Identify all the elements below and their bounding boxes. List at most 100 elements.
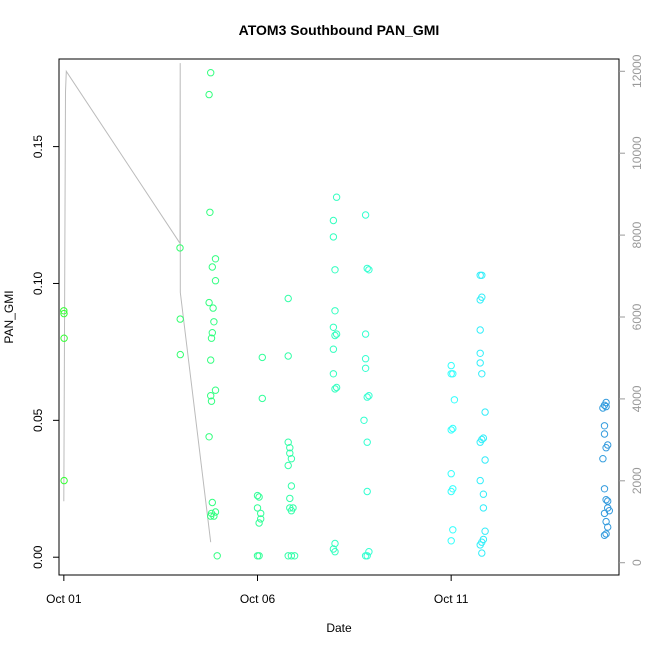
data-point (205, 298, 213, 307)
data-point (60, 309, 68, 318)
data-point (176, 244, 184, 252)
data-point (287, 482, 296, 490)
data-point (476, 296, 484, 304)
data-point (211, 508, 220, 516)
data-point (604, 523, 612, 531)
data-point (331, 266, 339, 274)
y2-tick-label: 6000 (630, 303, 644, 330)
data-point (332, 330, 341, 338)
x-tick-label: Oct 11 (434, 592, 469, 606)
y-axis-label: PAN_GMI (2, 290, 16, 343)
data-point (284, 438, 292, 446)
data-point (449, 424, 457, 433)
data-point (449, 526, 457, 534)
y2-tick-label: 12000 (630, 54, 644, 88)
data-point (287, 455, 296, 463)
y2-tick-label: 4000 (630, 385, 644, 412)
y2-tick-label: 2000 (630, 467, 644, 494)
data-point (257, 515, 265, 523)
data-point (602, 398, 610, 407)
data-point (290, 552, 299, 560)
data-point (207, 397, 216, 405)
data-point (360, 416, 368, 424)
x-axis-label: Date (326, 621, 352, 635)
data-point (365, 392, 373, 400)
data-point (207, 356, 215, 364)
data-point (332, 383, 341, 392)
data-point (208, 263, 217, 271)
data-point (211, 386, 220, 394)
data-point (476, 326, 484, 334)
data-point (213, 552, 221, 560)
data-point (476, 541, 484, 549)
data-point (205, 433, 213, 441)
data-point (600, 531, 609, 539)
x-tick-label: Oct 06 (240, 592, 276, 606)
y2-tick-label: 0 (630, 559, 644, 566)
data-point (476, 349, 484, 357)
data-point (331, 307, 339, 315)
data-point (208, 498, 217, 507)
data-point (210, 512, 218, 520)
data-point (478, 549, 486, 557)
data-point (479, 490, 488, 498)
data-point (600, 509, 609, 518)
data-point (207, 392, 215, 400)
data-point (253, 491, 262, 500)
data-point (447, 470, 455, 478)
data-point (209, 304, 217, 312)
data-point (332, 193, 341, 201)
data-point (331, 385, 339, 393)
data-point (329, 233, 338, 241)
data-point (600, 422, 609, 430)
data-point (205, 90, 213, 99)
data-point (602, 444, 610, 452)
data-point (361, 330, 370, 338)
data-point (210, 318, 218, 326)
data-point (363, 438, 371, 446)
data-point (361, 211, 370, 219)
data-point (363, 264, 371, 273)
data-point (599, 404, 607, 412)
data-point (450, 396, 459, 404)
data-point (481, 527, 489, 535)
data-point (255, 519, 263, 527)
data-point (257, 509, 265, 518)
data-point (255, 552, 263, 560)
data-point (361, 355, 370, 363)
data-point (60, 476, 68, 485)
data-point (331, 548, 339, 556)
y-tick-label: 0.00 (31, 545, 45, 569)
data-point (331, 331, 339, 340)
data-point (602, 530, 610, 538)
data-point (284, 294, 292, 303)
data-point (253, 504, 262, 512)
y2-tick-label: 8000 (630, 221, 644, 248)
data-point (258, 394, 266, 403)
data-point (286, 494, 294, 503)
data-point (481, 456, 489, 464)
data-point (286, 444, 294, 452)
data-point (361, 364, 370, 372)
data-point (476, 438, 484, 446)
data-point (286, 449, 294, 457)
data-point (363, 393, 371, 401)
data-point (602, 517, 610, 526)
data-point (207, 334, 216, 342)
data-point (600, 485, 609, 493)
data-point (365, 266, 373, 274)
data-point (329, 323, 338, 331)
data-points-layer (60, 69, 613, 560)
altitude-line-layer (63, 63, 212, 543)
data-point (599, 455, 607, 463)
y2-tick-label: 10000 (630, 136, 644, 170)
data-point (447, 487, 455, 496)
data-point (447, 361, 455, 370)
chart-title: ATOM3 Southbound PAN_GMI (239, 22, 440, 38)
data-point (329, 345, 338, 353)
data-point (289, 504, 297, 512)
data-point (207, 69, 215, 77)
x-tick-label: Oct 01 (46, 592, 82, 606)
y-tick-label: 0.15 (31, 135, 45, 159)
